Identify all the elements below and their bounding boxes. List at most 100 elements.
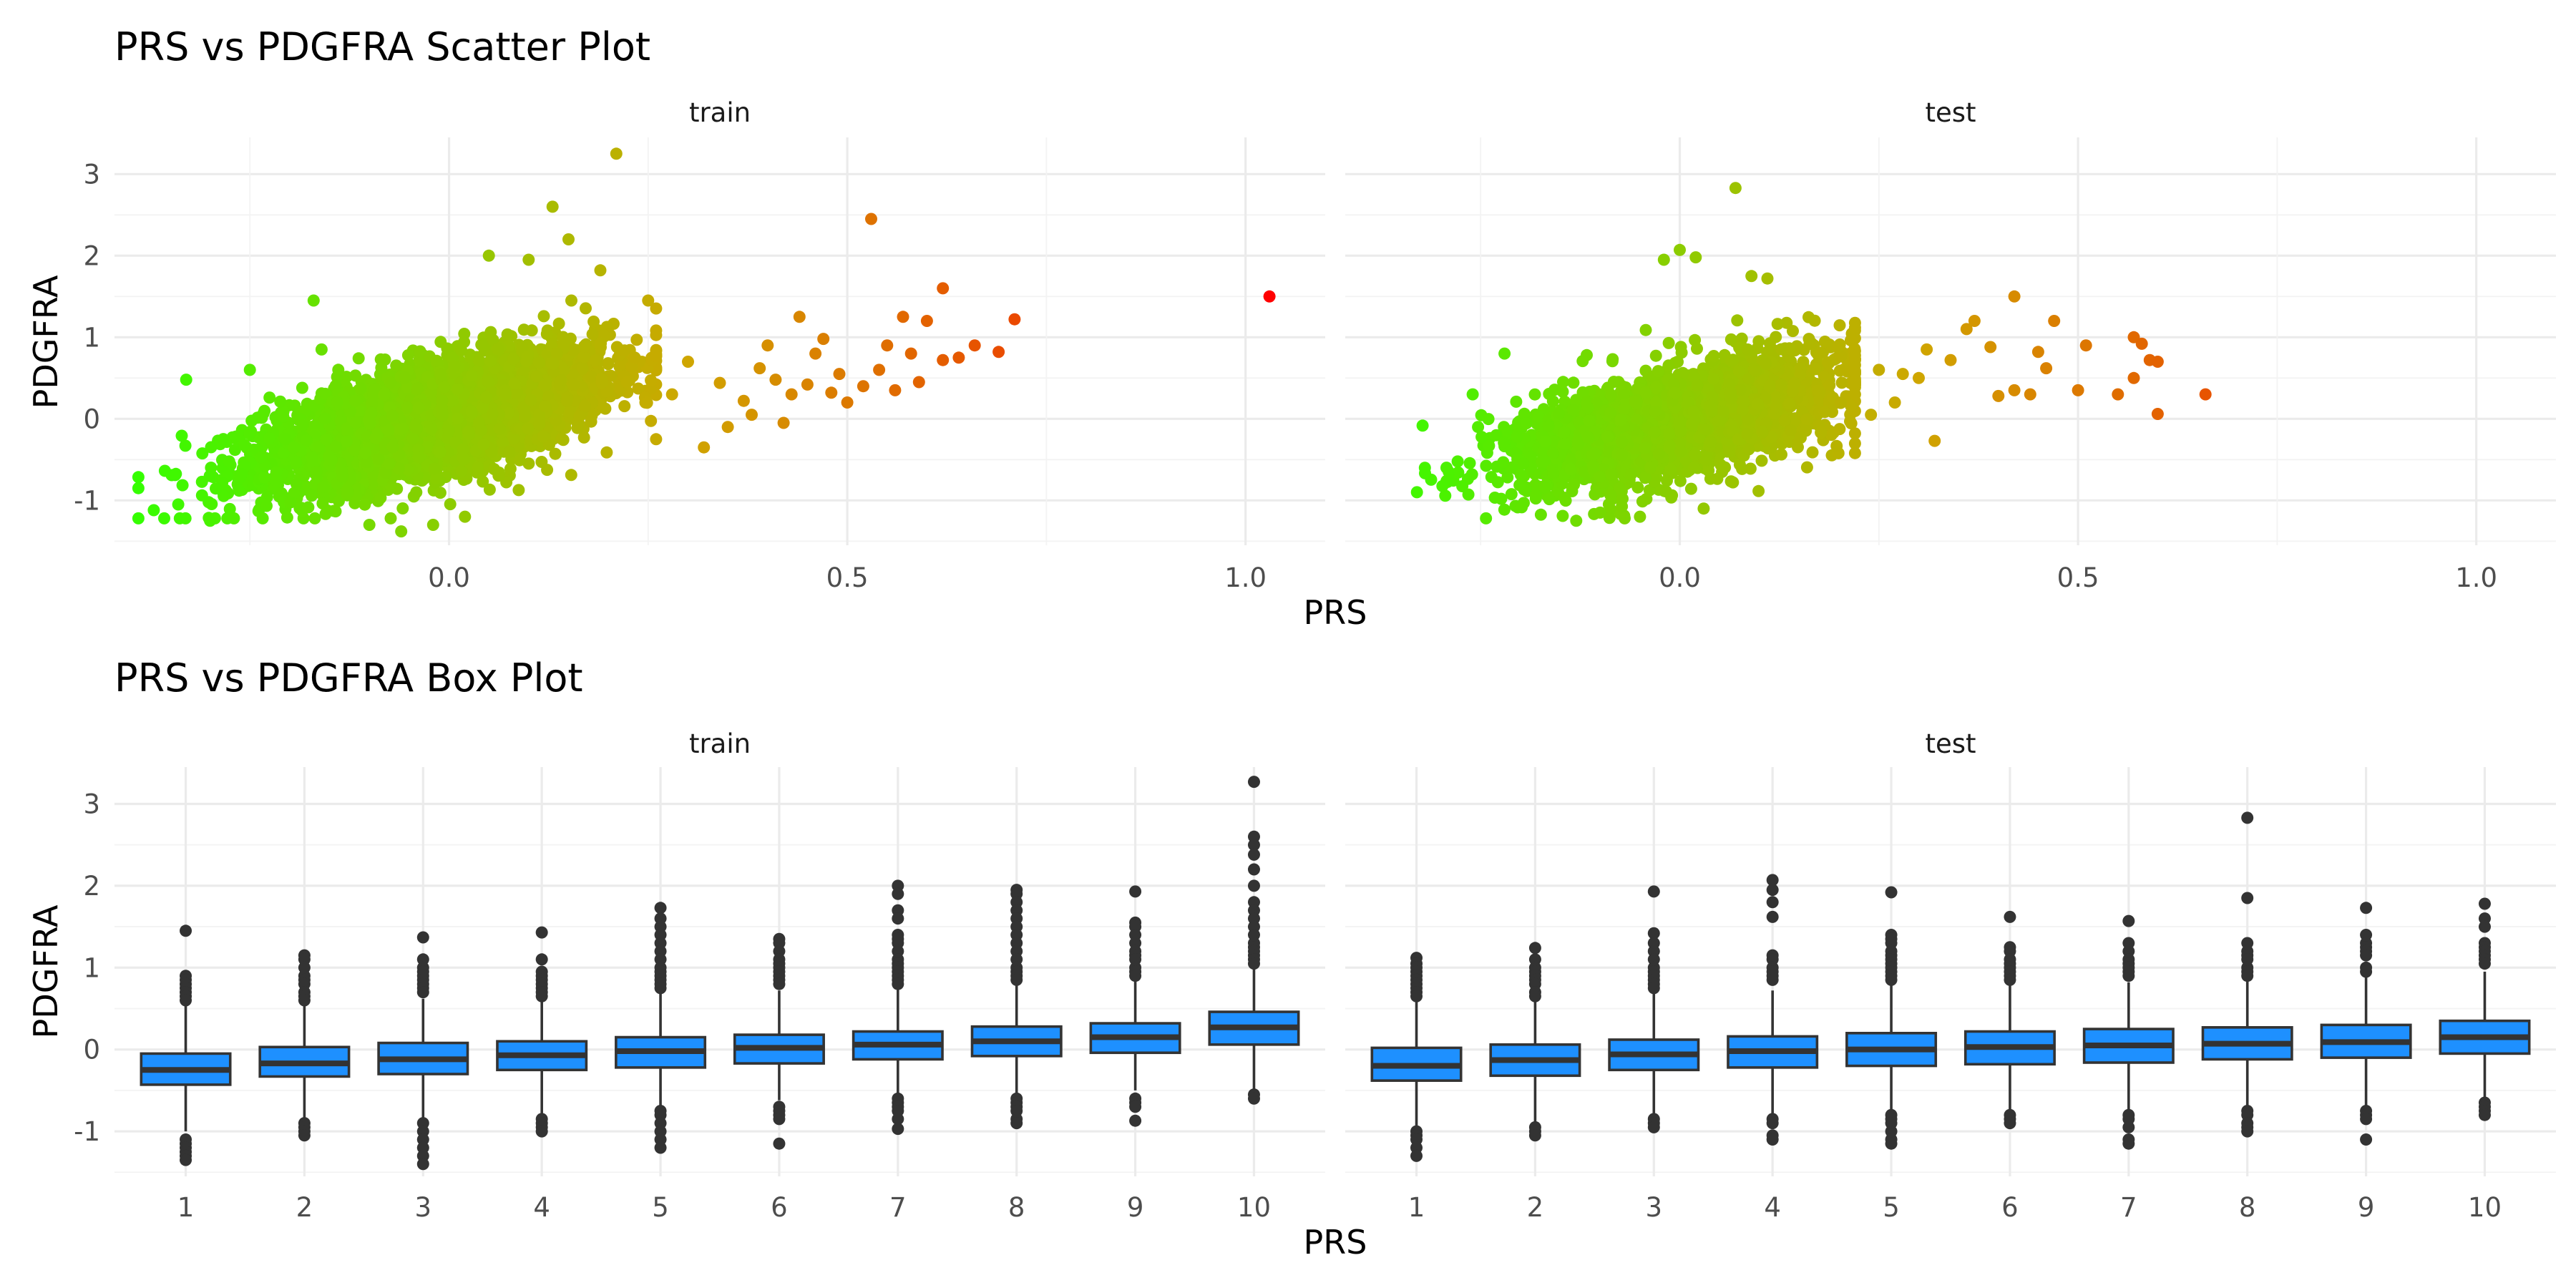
- scatter-point: [257, 407, 270, 420]
- scatter-point: [349, 416, 362, 429]
- scatter-point: [132, 471, 145, 484]
- scatter-point: [600, 446, 613, 459]
- scatter-point: [665, 388, 678, 401]
- scatter-point: [525, 324, 538, 337]
- scatter-point: [721, 421, 734, 434]
- scatter-point: [401, 349, 414, 361]
- scatter-point: [522, 422, 535, 435]
- scatter-point: [512, 484, 525, 497]
- scatter-point: [367, 389, 379, 401]
- scatter-point: [477, 438, 490, 451]
- scatter-point: [801, 378, 814, 391]
- scatter-point: [525, 394, 537, 406]
- scatter-point: [642, 294, 655, 307]
- scatter-point: [628, 351, 641, 364]
- scatter-point: [535, 456, 548, 468]
- scatter-point: [577, 431, 590, 444]
- scatter-point: [434, 368, 447, 381]
- scatter-point: [580, 302, 592, 315]
- scatter-point: [399, 371, 411, 384]
- scatter-point: [585, 370, 597, 383]
- scatter-point: [326, 454, 338, 467]
- scatter-point: [310, 465, 323, 478]
- scatter-point: [256, 512, 269, 525]
- scatter-point: [533, 356, 546, 369]
- scatter-point: [857, 380, 869, 393]
- scatter-point: [280, 511, 293, 524]
- scatter-point: [817, 333, 830, 346]
- scatter-point: [597, 401, 610, 414]
- scatter-x-tick-label: 1.0: [1224, 562, 1267, 593]
- scatter-point: [904, 347, 917, 360]
- scatter-point: [243, 364, 256, 376]
- scatter-point: [300, 434, 313, 447]
- scatter-point: [410, 486, 423, 499]
- scatter-point: [243, 427, 256, 440]
- scatter-point: [746, 409, 758, 421]
- scatter-point: [277, 410, 290, 423]
- scatter-point: [414, 345, 426, 358]
- scatter-point: [1662, 336, 1675, 349]
- scatter-point: [753, 362, 766, 375]
- scatter-point: [1416, 419, 1429, 432]
- scatter-point: [865, 213, 877, 225]
- scatter-point: [411, 422, 423, 435]
- scatter-point: [457, 443, 469, 456]
- scatter-point: [968, 339, 981, 352]
- scatter-point: [223, 455, 235, 468]
- scatter-point: [425, 423, 438, 435]
- scatter-point: [290, 457, 303, 469]
- scatter-point: [585, 415, 597, 428]
- scatter-point: [650, 433, 663, 446]
- scatter-point: [937, 353, 950, 366]
- scatter-x-tick-label: 1.0: [2455, 562, 2497, 593]
- scatter-point: [1534, 508, 1547, 521]
- scatter-point: [698, 441, 711, 454]
- box-title: PRS vs PDGFRA Box Plot: [114, 655, 583, 701]
- scatter-point: [386, 441, 399, 454]
- scatter-point: [412, 451, 425, 464]
- scatter-point: [263, 432, 275, 444]
- scatter-point: [306, 451, 318, 464]
- scatter-point: [952, 351, 965, 364]
- scatter-point: [565, 294, 577, 307]
- scatter-point: [235, 468, 248, 481]
- scatter-point: [364, 417, 376, 430]
- scatter-point: [1263, 290, 1276, 303]
- scatter-point: [233, 484, 245, 497]
- scatter-point: [430, 354, 443, 367]
- scatter-point: [912, 376, 925, 389]
- scatter-point: [547, 357, 560, 370]
- scatter-point: [486, 408, 499, 421]
- scatter-point: [158, 512, 170, 525]
- scatter-point: [308, 512, 321, 525]
- scatter-point: [507, 353, 519, 366]
- scatter-point: [537, 430, 550, 443]
- scatter-point: [274, 395, 287, 408]
- scatter-point: [442, 424, 455, 436]
- scatter-point: [562, 233, 575, 245]
- scatter-title: PRS vs PDGFRA Scatter Plot: [114, 24, 650, 69]
- scatter-point: [650, 328, 663, 341]
- scatter-point: [255, 451, 268, 464]
- scatter-x-tick-label: 0.0: [1659, 562, 1701, 593]
- scatter-point: [499, 387, 512, 400]
- scatter-point: [992, 346, 1005, 358]
- scatter-point: [395, 525, 408, 538]
- scatter-point: [228, 512, 240, 525]
- scatter-point: [451, 383, 464, 396]
- scatter-point: [363, 519, 376, 531]
- scatter-point: [1800, 461, 1813, 474]
- scatter-point: [258, 471, 271, 484]
- scatter-point: [374, 492, 387, 504]
- scatter-point: [205, 462, 218, 474]
- scatter-point: [317, 480, 330, 493]
- scatter-point: [436, 394, 449, 407]
- scatter-point: [873, 364, 886, 376]
- scatter-point: [640, 396, 653, 409]
- scatter-point: [587, 316, 600, 328]
- scatter-point: [889, 384, 902, 396]
- scatter-point: [332, 364, 345, 376]
- scatter-panel-train: 0.0 0.5 1.0: [114, 137, 1325, 593]
